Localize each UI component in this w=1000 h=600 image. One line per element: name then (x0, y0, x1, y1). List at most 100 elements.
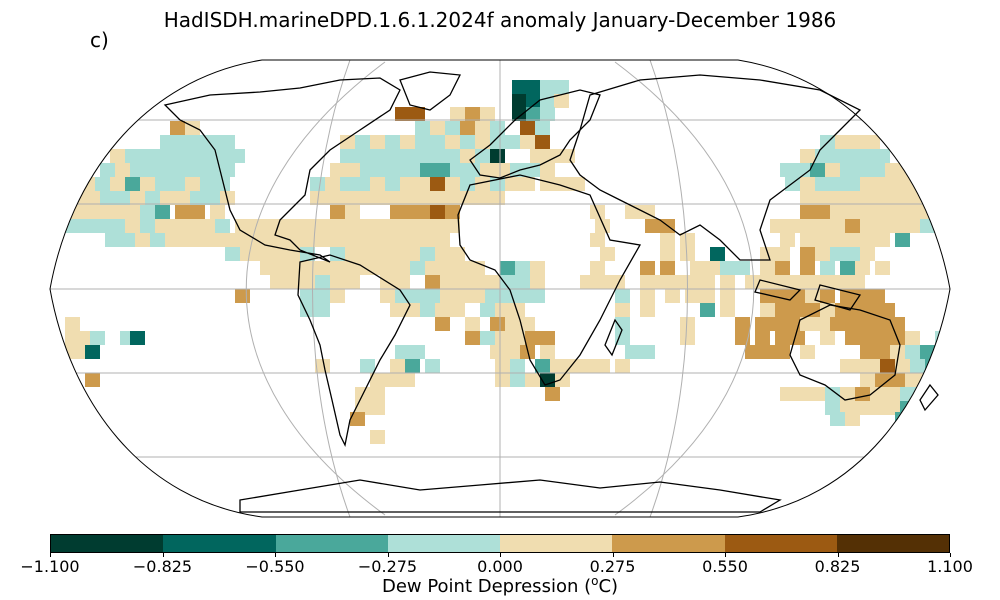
anomaly-cell (275, 261, 290, 275)
anomaly-cell (685, 275, 700, 289)
anomaly-cell (375, 247, 390, 261)
anomaly-cell (440, 289, 455, 303)
anomaly-cell (395, 107, 410, 121)
anomaly-cell (205, 191, 220, 205)
colorbar-tick-label: −0.550 (245, 557, 305, 576)
anomaly-cell (660, 247, 675, 261)
anomaly-cell (875, 233, 890, 247)
anomaly-cell (810, 163, 825, 177)
anomaly-cell (640, 345, 655, 359)
anomaly-cell (870, 163, 885, 177)
anomaly-cell (475, 177, 490, 191)
anomaly-cell (375, 163, 390, 177)
anomaly-cell (420, 233, 435, 247)
anomaly-cell (430, 205, 445, 219)
anomaly-cell (865, 135, 880, 149)
anomaly-cell (515, 289, 530, 303)
anomaly-cell (370, 177, 385, 191)
anomaly-cell (860, 177, 875, 191)
anomaly-cell (875, 261, 890, 275)
anomaly-cell (355, 177, 370, 191)
anomaly-cell (845, 177, 860, 191)
anomaly-cell (345, 205, 360, 219)
anomaly-cell (360, 359, 375, 373)
anomaly-cell (800, 233, 815, 247)
anomaly-cell (490, 317, 505, 331)
anomaly-cell (415, 177, 430, 191)
anomaly-cell (680, 317, 695, 331)
world-map (49, 59, 951, 518)
anomaly-cell (800, 247, 815, 261)
anomaly-cell (210, 205, 225, 219)
anomaly-cell (580, 359, 595, 373)
anomaly-cell (700, 289, 715, 303)
anomaly-cell (105, 233, 120, 247)
anomaly-cell (615, 359, 630, 373)
anomaly-cell (840, 401, 855, 415)
anomaly-cell (315, 233, 330, 247)
anomaly-cell (895, 359, 910, 373)
anomaly-cell (390, 359, 405, 373)
anomaly-cell (680, 331, 695, 345)
anomaly-cell (130, 191, 145, 205)
anomaly-cell (495, 303, 510, 317)
anomaly-cell (340, 135, 355, 149)
anomaly-cell (870, 387, 885, 401)
anomaly-cell (770, 317, 785, 331)
anomaly-cell (430, 135, 445, 149)
anomaly-cell (595, 359, 610, 373)
anomaly-cell (415, 219, 430, 233)
anomaly-cell (550, 359, 565, 373)
anomaly-cell (80, 219, 95, 233)
anomaly-cell (860, 233, 875, 247)
anomaly-cell (775, 275, 790, 289)
anomaly-cell (430, 149, 445, 163)
anomaly-cell (860, 345, 875, 359)
anomaly-cell (490, 135, 505, 149)
anomaly-cell (490, 149, 505, 163)
anomaly-cell (420, 303, 435, 317)
anomaly-cell (355, 191, 370, 205)
anomaly-cell (850, 275, 865, 289)
anomaly-cell (540, 177, 555, 191)
anomaly-cell (480, 303, 495, 317)
anomaly-cell (545, 387, 560, 401)
anomaly-cell (535, 359, 550, 373)
colorbar-tick-label: 0.550 (702, 557, 748, 576)
anomaly-cell (830, 233, 845, 247)
anomaly-cell (390, 205, 405, 219)
anomaly-cell (345, 247, 360, 261)
anomaly-cell (705, 261, 720, 275)
colorbar-bin-1 (163, 535, 276, 552)
anomaly-cell (515, 275, 530, 289)
anomaly-cell (700, 303, 715, 317)
anomaly-cell (355, 135, 370, 149)
colorbar-tick-label: −0.825 (132, 557, 193, 576)
anomaly-cell (875, 177, 890, 191)
anomaly-cell (540, 94, 555, 108)
anomaly-cell (615, 331, 630, 345)
anomaly-cell (890, 177, 905, 191)
anomaly-cell (470, 289, 485, 303)
anomaly-cell (175, 205, 190, 219)
anomaly-cell (125, 177, 140, 191)
anomaly-cell (810, 387, 825, 401)
anomaly-cell (595, 219, 610, 233)
anomaly-cell (526, 80, 541, 94)
anomaly-cell (330, 275, 345, 289)
anomaly-cell (875, 149, 890, 163)
anomaly-cell (160, 135, 175, 149)
anomaly-cell (450, 107, 465, 121)
anomaly-cell (425, 261, 440, 275)
anomaly-cell (710, 247, 725, 261)
anomaly-cell (805, 303, 820, 317)
anomaly-cell (430, 177, 445, 191)
anomaly-cell (560, 149, 575, 163)
anomaly-cell (910, 359, 925, 373)
anomaly-cell (890, 317, 905, 331)
anomaly-cell (370, 430, 385, 444)
anomaly-cell (770, 219, 785, 233)
anomaly-cell (400, 191, 415, 205)
anomaly-cell (440, 275, 455, 289)
anomaly-cell (220, 135, 235, 149)
